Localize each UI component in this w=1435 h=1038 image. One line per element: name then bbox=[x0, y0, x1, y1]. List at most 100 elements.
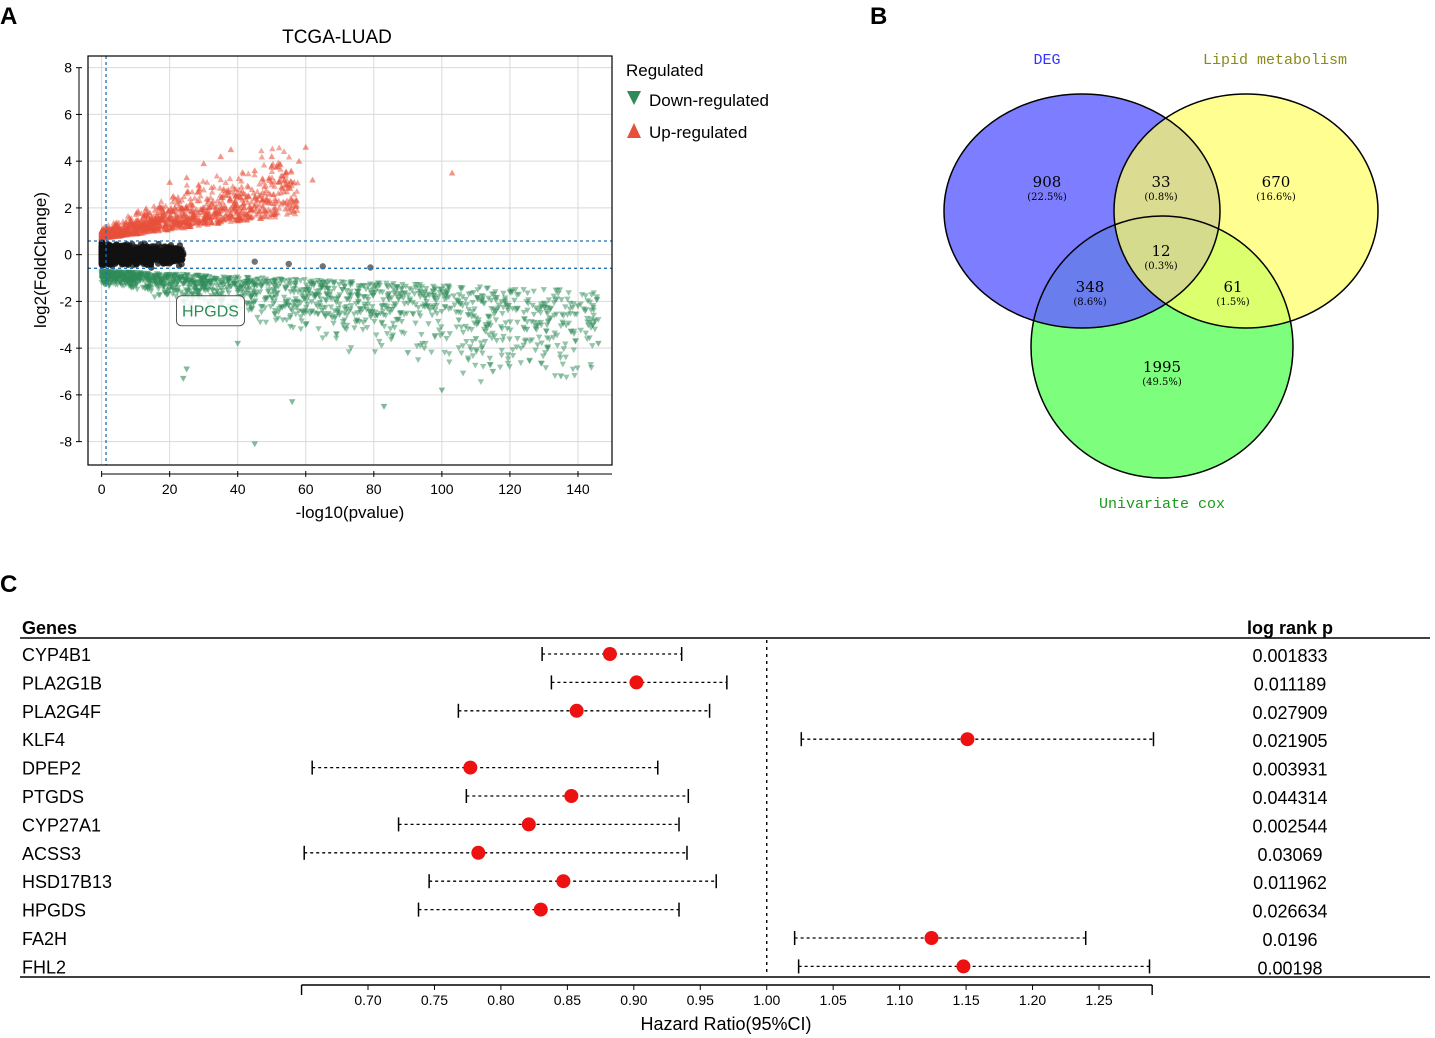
gene-label: CYP27A1 bbox=[22, 815, 101, 835]
point-down bbox=[387, 282, 395, 289]
venn-outline-lipid bbox=[1113, 93, 1379, 329]
point-down bbox=[528, 337, 536, 344]
point-down bbox=[275, 309, 282, 316]
point-down bbox=[292, 276, 299, 283]
point-down bbox=[441, 304, 449, 311]
point-up bbox=[208, 188, 216, 195]
point-down bbox=[521, 316, 528, 323]
point-down bbox=[419, 341, 426, 347]
point-down bbox=[502, 320, 509, 327]
point-down bbox=[550, 334, 557, 341]
point-down bbox=[130, 275, 137, 281]
point-down bbox=[558, 297, 565, 303]
point-down bbox=[437, 332, 444, 339]
point-down bbox=[366, 281, 374, 288]
point-down bbox=[390, 304, 397, 310]
point-up bbox=[162, 221, 169, 227]
hr-point bbox=[924, 931, 939, 945]
point-down bbox=[290, 289, 298, 296]
point-down bbox=[486, 362, 494, 368]
point-down bbox=[246, 285, 253, 292]
point-down bbox=[545, 297, 553, 304]
point-down bbox=[488, 305, 495, 312]
point-down bbox=[271, 298, 278, 305]
point-up bbox=[173, 199, 181, 206]
point-up bbox=[216, 184, 224, 191]
point-down bbox=[484, 285, 492, 292]
point-down bbox=[192, 287, 200, 294]
point-down bbox=[224, 287, 231, 293]
point-down bbox=[413, 343, 421, 350]
point-down bbox=[496, 364, 504, 371]
point-down bbox=[482, 328, 489, 335]
point-down bbox=[429, 304, 437, 311]
point-up bbox=[239, 187, 246, 194]
point-up bbox=[219, 214, 227, 221]
point-up bbox=[208, 199, 216, 206]
point-ns bbox=[166, 252, 174, 259]
point-down bbox=[132, 279, 140, 285]
point-ns bbox=[163, 247, 170, 254]
y-tick-label: -6 bbox=[60, 387, 73, 403]
point-up bbox=[285, 181, 293, 188]
forest-row: KLF4 0.021905 bbox=[22, 730, 1328, 751]
point-down bbox=[359, 326, 367, 333]
hr-point bbox=[956, 959, 971, 974]
point-down bbox=[393, 317, 400, 323]
point-down bbox=[355, 292, 362, 299]
volcano-thresholds bbox=[88, 56, 612, 465]
point-down bbox=[181, 291, 188, 298]
point-down bbox=[485, 332, 493, 339]
point-up bbox=[268, 153, 276, 160]
point-down bbox=[547, 305, 555, 312]
point-down bbox=[381, 302, 389, 309]
point-down bbox=[543, 322, 551, 329]
point-up bbox=[183, 181, 191, 188]
point-down bbox=[387, 326, 394, 333]
point-down bbox=[225, 279, 232, 285]
point-down bbox=[459, 285, 466, 292]
point-down bbox=[339, 287, 346, 293]
point-down bbox=[430, 295, 438, 302]
forest-row: PLA2G1B 0.011189 bbox=[22, 673, 1326, 694]
point-down bbox=[170, 279, 177, 285]
point-down bbox=[302, 322, 310, 329]
point-down bbox=[457, 301, 465, 308]
point-up bbox=[254, 188, 261, 195]
hr-point bbox=[521, 817, 536, 832]
point-down bbox=[133, 271, 141, 278]
point-down bbox=[353, 317, 361, 324]
point-down bbox=[169, 285, 177, 292]
point-down bbox=[446, 285, 453, 292]
volcano-ylabel: log2(FoldChange) bbox=[31, 192, 50, 328]
x-tick-label: 60 bbox=[298, 481, 314, 497]
point-down bbox=[470, 290, 477, 296]
point-up bbox=[233, 191, 240, 198]
forest-header-p: log rank p bbox=[1247, 618, 1333, 638]
point-down bbox=[356, 306, 364, 312]
point-up bbox=[141, 220, 148, 227]
point-down bbox=[363, 325, 371, 331]
venn-pct-all: (0.3%) bbox=[1144, 261, 1177, 272]
point-down bbox=[509, 353, 517, 359]
point-down bbox=[473, 295, 481, 301]
point-down bbox=[533, 327, 540, 333]
point-up bbox=[205, 213, 212, 220]
point-down bbox=[169, 291, 176, 297]
point-up bbox=[210, 202, 217, 209]
point-up bbox=[271, 183, 278, 189]
forest-row: DPEP2 0.003931 bbox=[22, 759, 1328, 780]
point-down bbox=[319, 305, 327, 312]
point-down bbox=[417, 294, 424, 300]
point-down bbox=[520, 287, 527, 293]
point-down bbox=[441, 349, 448, 356]
point-down bbox=[305, 293, 312, 300]
x-tick-label: 80 bbox=[366, 481, 382, 497]
point-down bbox=[559, 319, 566, 326]
point-down bbox=[570, 301, 577, 308]
point-up bbox=[133, 216, 140, 223]
point-up bbox=[171, 204, 179, 211]
point-down bbox=[245, 281, 252, 288]
point-up bbox=[269, 145, 276, 152]
point-down bbox=[130, 284, 137, 291]
